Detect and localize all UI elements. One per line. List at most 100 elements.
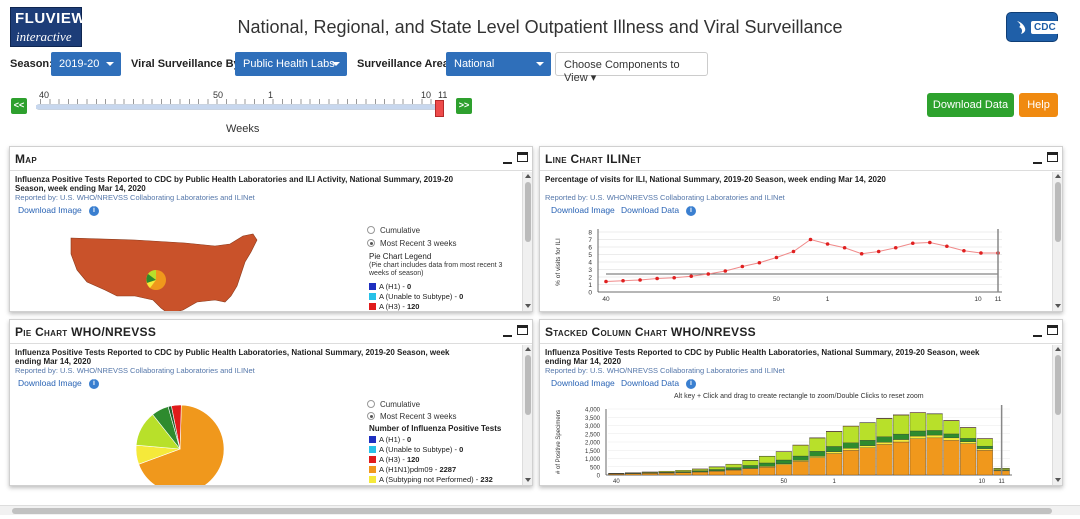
pie-chart[interactable] (120, 397, 260, 486)
panel-title: Pie Chart WHO/NREVSS (15, 325, 157, 339)
stacked-bar-segment (909, 435, 926, 439)
stacked-column-panel: Stacked Column Chart WHO/NREVSS Influenz… (539, 319, 1063, 486)
info-icon[interactable]: i (686, 379, 696, 389)
pie-chart-panel: Pie Chart WHO/NREVSS Influenza Positive … (9, 319, 533, 486)
scroll-up-icon[interactable] (525, 347, 531, 351)
prev-week-button[interactable]: << (11, 98, 27, 114)
y-tick-label: 6 (588, 245, 592, 252)
recent-3-weeks-radio[interactable]: Most Recent 3 weeks (367, 412, 456, 421)
info-icon[interactable]: i (686, 206, 696, 216)
stacked-bar-segment (625, 473, 642, 476)
download-data-link[interactable]: Download Data (621, 378, 680, 388)
legend-value: 0 (459, 292, 464, 301)
viral-surveillance-select[interactable]: Public Health Labs (235, 52, 347, 76)
next-week-button[interactable]: >> (456, 98, 472, 114)
panel-title: Line Chart ILINet (545, 152, 642, 166)
stacked-bar-segment (809, 451, 826, 457)
stacked-bar-segment (809, 437, 826, 452)
choose-components-button[interactable]: Choose Components to View ▾ (555, 52, 708, 84)
stacked-bar-segment (960, 438, 977, 442)
stacked-column-chart[interactable]: 0 500 1,000 1,500 2,000 2,500 3,000 3,500 4,000 #… (540, 401, 1052, 486)
maximize-icon[interactable] (1047, 325, 1058, 335)
panel-title: Stacked Column Chart WHO/NREVSS (545, 325, 756, 339)
scroll-down-icon[interactable] (1055, 304, 1061, 308)
legend-swatch (369, 293, 376, 300)
stacked-bar-segment (876, 444, 893, 476)
scroll-thumb[interactable] (525, 355, 531, 415)
slider-tick-label: 11 (438, 90, 448, 100)
page-horizontal-scrollbar[interactable] (0, 505, 1080, 515)
zoom-hint: Alt key + Click and drag to create recta… (674, 393, 924, 400)
y-axis-label: % of visits for ILI (555, 238, 562, 286)
info-icon[interactable]: i (89, 379, 99, 389)
maximize-icon[interactable] (517, 152, 528, 162)
week-slider-handle[interactable] (435, 100, 444, 117)
ili-data-point (791, 249, 796, 254)
y-tick-label: 2 (588, 275, 592, 282)
maximize-icon[interactable] (1047, 152, 1058, 162)
surveillance-area-select[interactable]: National (446, 52, 551, 76)
scroll-down-icon[interactable] (525, 304, 531, 308)
scroll-thumb[interactable] (1055, 182, 1061, 242)
legend-value: 0 (459, 445, 464, 454)
scroll-up-icon[interactable] (1055, 174, 1061, 178)
recent-3-weeks-radio[interactable]: Most Recent 3 weeks (367, 239, 456, 248)
legend-value: 120 (406, 302, 420, 311)
cumulative-radio[interactable]: Cumulative (367, 400, 420, 409)
stacked-bar-segment (909, 412, 926, 432)
download-data-link[interactable]: Download Data (621, 205, 680, 215)
ili-data-point (876, 249, 881, 254)
panel-scrollbar[interactable] (522, 172, 532, 311)
map-pie-slice-b-victoria (146, 274, 156, 283)
cdc-logo[interactable]: CDC (1006, 12, 1059, 42)
radio-label: Cumulative (380, 226, 421, 235)
panel-scrollbar[interactable] (1052, 172, 1062, 311)
panel-header: Pie Chart WHO/NREVSS (10, 320, 532, 344)
info-icon[interactable]: i (89, 206, 99, 216)
stacked-bar-segment (960, 427, 977, 439)
panel-scrollbar[interactable] (1052, 345, 1062, 485)
ili-data-point (910, 241, 915, 246)
download-image-link[interactable]: Download Image (18, 378, 82, 388)
us-map[interactable] (65, 230, 260, 312)
scroll-up-icon[interactable] (1055, 347, 1061, 351)
hhs-eagle-icon (1017, 21, 1026, 34)
download-image-link[interactable]: Download Image (18, 205, 82, 215)
scroll-down-icon[interactable] (1055, 478, 1061, 482)
season-select[interactable]: 2019-20 (51, 52, 121, 76)
scroll-up-icon[interactable] (525, 174, 531, 178)
minimize-icon[interactable] (503, 335, 512, 337)
fluview-logo[interactable]: FLUVIEW interactive (10, 7, 86, 47)
stacked-bar-segment (809, 456, 826, 458)
legend-swatch (369, 476, 376, 483)
stacked-bar-segment (926, 434, 943, 439)
y-tick-label: 4,000 (585, 408, 601, 414)
panel-scrollbar[interactable] (522, 345, 532, 485)
legend-swatch (369, 466, 376, 473)
legend-item: A (H3) - 120 (369, 455, 419, 464)
maximize-icon[interactable] (517, 325, 528, 335)
viral-surveillance-value: Public Health Labs (243, 58, 335, 70)
radio-label: Most Recent 3 weeks (380, 239, 457, 248)
cumulative-radio[interactable]: Cumulative (367, 226, 420, 235)
download-image-link[interactable]: Download Image (551, 205, 615, 215)
stacked-bar-segment (675, 472, 692, 476)
chevron-down-icon (536, 62, 544, 66)
download-data-button[interactable]: Download Data (927, 93, 1014, 117)
panel-header: Stacked Column Chart WHO/NREVSS (540, 320, 1062, 344)
scroll-thumb[interactable] (525, 182, 531, 242)
x-tick-label: 10 (974, 296, 982, 303)
minimize-icon[interactable] (1033, 335, 1042, 337)
stacked-bar-segment (893, 433, 910, 440)
page-scroll-thumb[interactable] (12, 508, 1052, 514)
ili-data-point (928, 240, 932, 245)
minimize-icon[interactable] (503, 162, 512, 164)
minimize-icon[interactable] (1033, 162, 1042, 164)
stacked-bar-segment (725, 467, 742, 470)
help-button[interactable]: Help (1019, 93, 1058, 117)
scroll-thumb[interactable] (1055, 355, 1061, 415)
scroll-down-icon[interactable] (525, 478, 531, 482)
y-axis-label: # of Positive Specimens (556, 410, 562, 474)
download-image-link[interactable]: Download Image (551, 378, 615, 388)
